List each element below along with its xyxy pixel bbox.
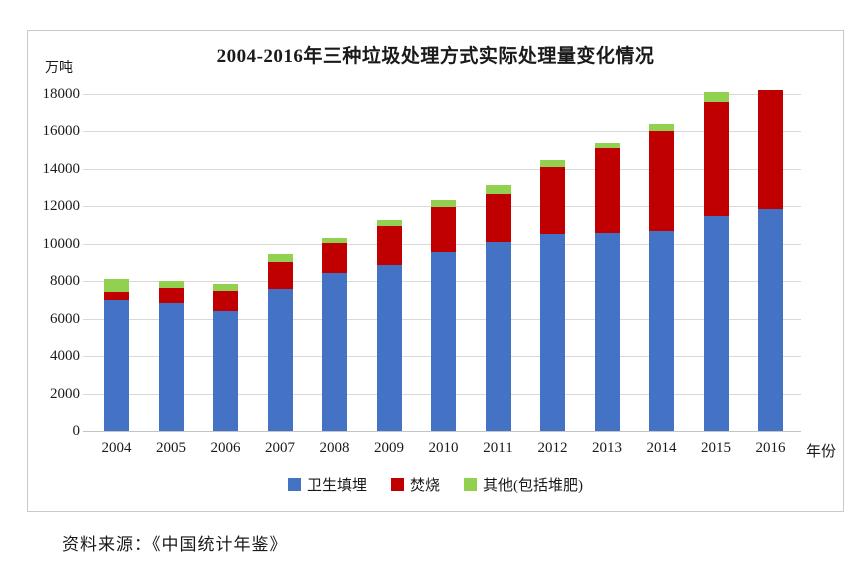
x-axis-tick-label: 2013: [592, 440, 622, 456]
plot-area: [83, 90, 801, 432]
bar-group-2012: [540, 94, 565, 431]
y-axis-tick-label: 14000: [42, 160, 81, 177]
bar-group-2015: [703, 92, 729, 431]
gridline: [83, 131, 801, 133]
bar-segment-其他(包括堆肥): [322, 238, 347, 243]
bar-segment-焚烧: [267, 261, 293, 289]
legend-item: 其他(包括堆肥): [464, 474, 583, 495]
x-axis-tick-label: 2012: [537, 440, 568, 456]
y-axis-tick-label: 18000: [42, 86, 81, 102]
bar-segment-焚烧: [594, 148, 620, 234]
bar-group-2006: [213, 94, 238, 431]
bar-segment-其他(包括堆肥): [485, 184, 511, 195]
bar-segment-卫生填埋: [104, 299, 129, 431]
bar-segment-卫生填埋: [267, 288, 293, 431]
bar-group-2004: [104, 94, 129, 431]
bar-segment-卫生填埋: [431, 252, 456, 431]
bar-group-2011: [485, 94, 511, 431]
bar-segment-焚烧: [758, 90, 783, 210]
bar-group-2016: [758, 90, 783, 431]
bar-segment-焚烧: [703, 101, 729, 216]
x-axis-tick-label: 2015: [701, 440, 731, 456]
legend-item: 焚烧: [391, 474, 440, 495]
bar-group-2008: [322, 94, 347, 431]
bar-segment-其他(包括堆肥): [104, 279, 129, 293]
bar-segment-其他(包括堆肥): [540, 160, 565, 168]
bar-segment-焚烧: [649, 130, 674, 231]
bar-segment-卫生填埋: [322, 272, 347, 431]
legend-label: 其他(包括堆肥): [483, 478, 584, 494]
legend-swatch-icon: [464, 478, 478, 491]
x-axis-tick-label: 2014: [646, 440, 677, 456]
y-axis-tick-label: 16000: [42, 123, 81, 140]
source-note: 资料来源：《中国统计年鉴》: [62, 535, 288, 554]
bar-segment-焚烧: [376, 226, 402, 266]
x-axis-tick-label: 2008: [319, 440, 350, 456]
bar-segment-焚烧: [322, 242, 347, 273]
bar-segment-卫生填埋: [594, 233, 620, 431]
x-axis-tick-label: 2007: [265, 440, 295, 456]
chart-frame: 2004-2016年三种垃圾处理方式实际处理量变化情况 万吨 0 2000 4000…: [27, 30, 844, 512]
bar-segment-其他(包括堆肥): [267, 254, 293, 262]
y-axis-tick-label: 2000: [50, 385, 80, 402]
gridline: [83, 94, 801, 95]
x-axis-tick-label: 2009: [374, 440, 404, 456]
x-axis-tick-label: 2011: [483, 440, 513, 456]
bar-segment-其他(包括堆肥): [594, 143, 620, 149]
bar-segment-卫生填埋: [485, 241, 511, 431]
bar-segment-卫生填埋: [649, 230, 674, 431]
bar-segment-焚烧: [158, 287, 184, 303]
x-axis-tick-label: 2004: [101, 440, 132, 456]
legend-swatch-icon: [287, 478, 301, 491]
bar-segment-其他(包括堆肥): [649, 123, 674, 131]
chart-title: 2004-2016年三种垃圾处理方式实际处理量变化情况: [216, 46, 655, 67]
gridline: [83, 168, 801, 170]
bar-segment-焚烧: [485, 194, 511, 242]
bar-segment-其他(包括堆肥): [158, 281, 184, 288]
bar-segment-焚烧: [431, 207, 456, 253]
x-axis-title: 年份: [806, 444, 837, 460]
bar-group-2009: [376, 94, 402, 431]
legend-item: 卫生填埋: [287, 474, 367, 495]
bar-segment-卫生填埋: [758, 209, 783, 431]
bar-group-2014: [649, 94, 674, 431]
bar-segment-其他(包括堆肥): [376, 220, 402, 226]
bar-segment-其他(包括堆肥): [213, 284, 238, 291]
bar-segment-卫生填埋: [213, 311, 238, 431]
y-axis-tick-label: 6000: [50, 310, 80, 327]
y-axis-tick-label: 8000: [50, 273, 80, 290]
bar-segment-卫生填埋: [540, 234, 565, 431]
x-axis-tick-label: 2006: [210, 440, 241, 456]
y-axis-unit-label: 万吨: [45, 61, 73, 76]
bar-group-2013: [594, 94, 620, 431]
legend-swatch-icon: [391, 478, 404, 491]
bar-segment-其他(包括堆肥): [431, 199, 456, 208]
legend-label: 卫生填埋: [306, 478, 367, 494]
bar-group-2007: [267, 94, 293, 431]
y-axis-tick-label: 10000: [42, 235, 81, 252]
x-axis-tick-label: 2016: [755, 440, 786, 456]
bar-segment-焚烧: [104, 292, 129, 300]
y-axis-tick-label: 0: [72, 423, 81, 439]
bar-segment-卫生填埋: [376, 265, 402, 431]
x-axis-tick-label: 2005: [156, 440, 186, 456]
bar-group-2005: [158, 94, 184, 431]
legend-label: 焚烧: [410, 478, 441, 494]
bar-segment-焚烧: [213, 290, 238, 312]
y-axis-tick-label: 4000: [50, 348, 80, 365]
bar-group-2010: [431, 94, 456, 431]
bar-segment-其他(包括堆肥): [703, 92, 729, 102]
legend: 卫生填埋 焚烧 其他(包括堆肥): [28, 474, 843, 495]
x-axis-line: [83, 431, 801, 432]
bar-segment-卫生填埋: [158, 302, 184, 431]
x-axis-tick-label: 2010: [428, 440, 459, 456]
y-axis-tick-label: 12000: [42, 198, 81, 215]
bar-segment-焚烧: [540, 167, 565, 235]
bar-segment-卫生填埋: [703, 215, 729, 431]
